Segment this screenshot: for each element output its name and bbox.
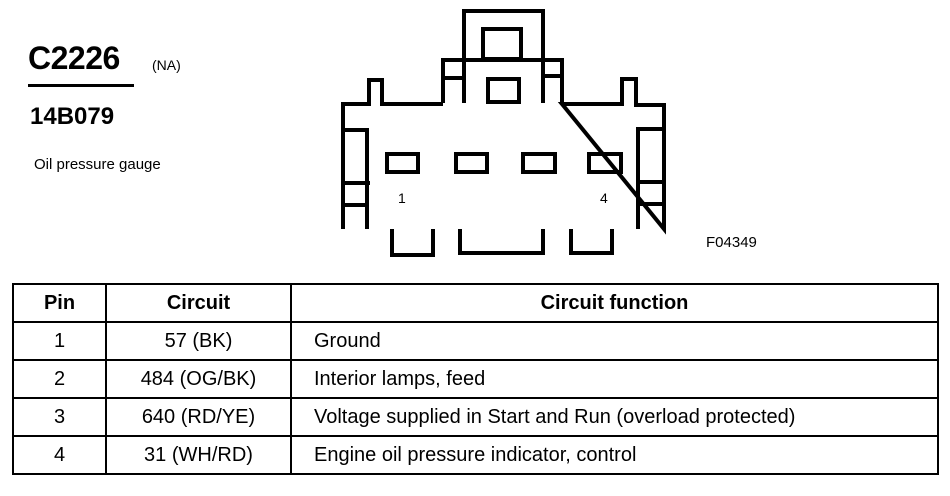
pin-label-4: 4	[600, 190, 608, 206]
right-side-strip	[636, 127, 664, 229]
part-number: 14B079	[30, 103, 115, 130]
bottom-tab-left	[390, 229, 435, 257]
top-cap-outer	[462, 9, 545, 62]
table-row: 3 640 (RD/YE) Voltage supplied in Start …	[12, 397, 939, 437]
function-cell: Voltage supplied in Start and Run (overl…	[290, 397, 939, 437]
function-cell: Interior lamps, feed	[290, 359, 939, 399]
connector-body	[341, 77, 666, 235]
connector-face-diagram: 1 4	[341, 9, 666, 257]
bottom-tab-center	[458, 229, 545, 255]
region-label: (NA)	[152, 57, 181, 73]
table-row: 4 31 (WH/RD) Engine oil pressure indicat…	[12, 435, 939, 475]
bottom-tab-right	[569, 229, 614, 255]
table-row: 2 484 (OG/BK) Interior lamps, feed	[12, 359, 939, 399]
left-side-strip	[343, 128, 369, 229]
pin-cavity-1	[385, 152, 420, 174]
pin-cavity-3	[521, 152, 557, 174]
middle-block	[441, 58, 564, 103]
table-row: 1 57 (BK) Ground	[12, 321, 939, 361]
function-cell: Engine oil pressure indicator, control	[290, 435, 939, 475]
circuit-cell: 57 (BK)	[105, 321, 292, 361]
connector-description: Oil pressure gauge	[34, 156, 161, 173]
pin-cell: 3	[12, 397, 107, 437]
figure-id: F04349	[706, 234, 757, 251]
top-cap-inner	[481, 27, 523, 61]
table-header-row: Pin Circuit Circuit function	[12, 283, 939, 323]
center-latch	[486, 77, 521, 104]
pin-cell: 2	[12, 359, 107, 399]
header-circuit-function: Circuit function	[290, 283, 939, 323]
header-circuit: Circuit	[105, 283, 292, 323]
function-cell: Ground	[290, 321, 939, 361]
connector-id-underline	[28, 84, 134, 87]
connector-id: C2226	[28, 40, 120, 76]
pin-cavity-2	[454, 152, 489, 174]
pin-label-1: 1	[398, 190, 406, 206]
circuit-cell: 640 (RD/YE)	[105, 397, 292, 437]
pin-cell: 1	[12, 321, 107, 361]
pin-cell: 4	[12, 435, 107, 475]
circuit-cell: 31 (WH/RD)	[105, 435, 292, 475]
pinout-table: Pin Circuit Circuit function 1 57 (BK) G…	[12, 283, 939, 475]
pin-cavity-4	[587, 152, 623, 174]
circuit-cell: 484 (OG/BK)	[105, 359, 292, 399]
header-pin: Pin	[12, 283, 107, 323]
